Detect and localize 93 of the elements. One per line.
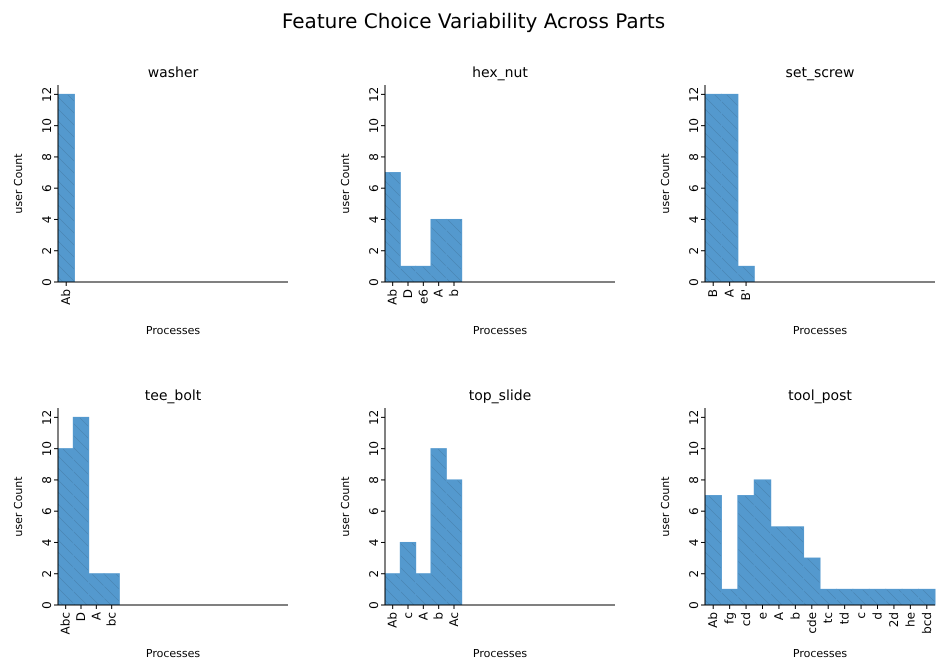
y-tick-label: 2 (367, 246, 381, 255)
x-tick-label: A (722, 288, 737, 298)
y-tick-label: 10 (40, 441, 54, 456)
y-tick-label: 8 (40, 153, 54, 161)
y-tick-label: 12 (40, 410, 54, 426)
x-tick-label: d (870, 612, 884, 620)
x-tick-label: Ab (59, 289, 74, 305)
y-tick-label: 6 (367, 507, 381, 516)
x-tick-label: cd (739, 612, 754, 626)
x-tick-label: he (903, 612, 918, 627)
text: Feature Choice Variability Across Parts (282, 9, 666, 33)
y-tick-label: 12 (40, 86, 54, 102)
y-tick-label: 8 (687, 153, 701, 161)
y-tick-label: 2 (687, 246, 701, 255)
y-tick-label: 0 (40, 278, 54, 286)
x-tick-label: A (432, 288, 446, 298)
y-tick-label: 8 (40, 476, 54, 484)
y-tick-label: 10 (687, 118, 701, 134)
x-tick-label: 2d (886, 612, 901, 628)
x-axis-title: Processes (472, 324, 528, 337)
y-tick-label: 0 (687, 278, 701, 286)
chart-title: washer (148, 65, 199, 81)
x-tick-label: tc (821, 612, 836, 624)
x-tick-label: c (401, 612, 415, 619)
x-axis-title: Processes (792, 647, 848, 660)
x-tick-label: Abc (58, 612, 73, 634)
x-axis-title: Processes (146, 324, 200, 337)
x-tick-label: bc (104, 612, 119, 626)
y-tick-label: 4 (40, 538, 54, 546)
y-tick-label: 4 (687, 538, 701, 546)
x-tick-label: Ab (386, 612, 400, 628)
y-tick-label: 2 (367, 570, 381, 578)
y-tick-label: 2 (687, 570, 701, 578)
y-axis-title: user Count (659, 476, 672, 537)
y-tick-label: 6 (367, 184, 381, 192)
x-tick-label: b (788, 612, 802, 620)
x-axis-title: Processes (146, 647, 200, 660)
x-tick-label: e6 (416, 289, 430, 304)
x-tick-label: bcd (920, 612, 934, 634)
x-tick-label: Ab (706, 612, 720, 628)
y-tick-label: 4 (367, 538, 381, 546)
y-tick-label: 8 (367, 153, 381, 161)
x-tick-label: c (854, 612, 868, 619)
y-tick-label: 12 (687, 410, 701, 426)
x-tick-label: fg (722, 612, 737, 624)
y-axis-title: user Count (339, 476, 352, 537)
y-tick-label: 10 (367, 118, 381, 134)
x-tick-label: e (756, 612, 770, 620)
x-tick-label: B' (739, 289, 754, 301)
x-tick-label: D (401, 289, 415, 298)
y-axis-title: user Count (12, 476, 25, 537)
y-tick-label: 10 (687, 441, 701, 456)
y-tick-label: 8 (687, 476, 701, 484)
y-tick-label: 0 (367, 278, 381, 286)
y-tick-label: 4 (40, 216, 54, 224)
x-tick-label: Ac (447, 612, 461, 627)
x-tick-label: A (416, 611, 430, 620)
y-tick-label: 12 (367, 410, 381, 426)
x-tick-label: b (432, 612, 446, 620)
y-tick-label: 0 (40, 601, 54, 609)
chart-title: top_slide (468, 388, 532, 404)
x-tick-label: D (74, 612, 88, 622)
chart-title: tool_post (788, 388, 852, 404)
x-tick-label: A (89, 611, 104, 620)
y-tick-label: 12 (687, 86, 701, 102)
x-axis-title: Processes (792, 324, 848, 337)
x-axis-title: Processes (472, 647, 528, 660)
y-tick-label: 6 (40, 184, 54, 192)
y-tick-label: 0 (367, 601, 381, 609)
y-tick-label: 4 (687, 216, 701, 224)
x-tick-label: td (838, 612, 852, 624)
x-tick-label: b (447, 289, 461, 297)
chart-title: hex_nut (472, 65, 528, 81)
x-tick-label: cde (804, 612, 819, 634)
chart-title: set_screw (786, 65, 854, 81)
y-axis-title: user Count (659, 152, 672, 214)
y-axis-title: user Count (339, 152, 352, 214)
x-tick-label: B (706, 289, 720, 298)
y-tick-label: 6 (40, 507, 54, 516)
x-tick-label: A (772, 611, 786, 620)
y-axis-title: user Count (12, 152, 25, 214)
y-tick-label: 0 (687, 601, 701, 609)
x-tick-label: Ab (386, 289, 400, 305)
y-tick-label: 8 (367, 476, 381, 484)
y-tick-label: 2 (40, 570, 54, 578)
y-tick-label: 12 (367, 86, 381, 102)
y-tick-label: 6 (687, 507, 701, 516)
y-tick-label: 10 (40, 118, 54, 134)
y-tick-label: 2 (40, 246, 54, 255)
chart-title: tee_bolt (144, 388, 202, 404)
y-tick-label: 4 (367, 216, 381, 224)
y-tick-label: 10 (367, 441, 381, 456)
y-tick-label: 6 (687, 184, 701, 192)
